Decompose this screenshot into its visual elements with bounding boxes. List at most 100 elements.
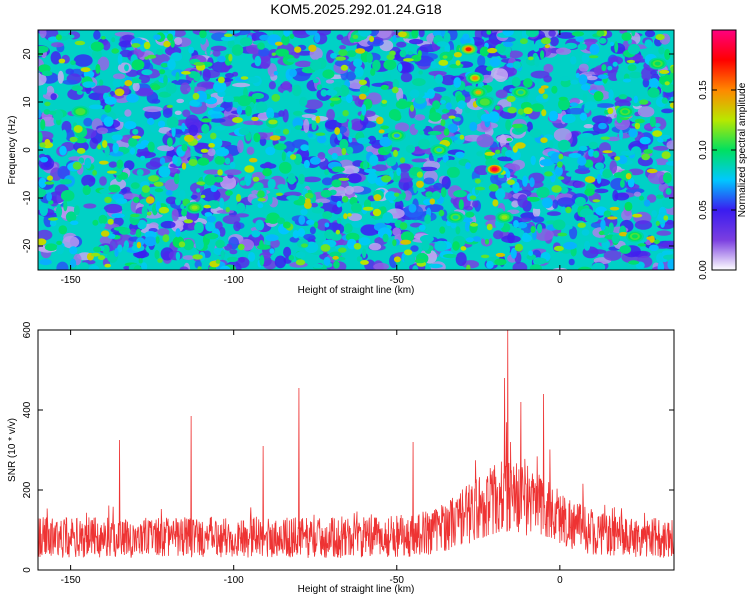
heatmap-cell: [445, 102, 452, 110]
heatmap-cell: [269, 111, 275, 119]
snr-y-tick-label: 0: [22, 567, 33, 573]
heatmap-cell: [287, 173, 296, 185]
heatmap-cell: [80, 67, 91, 73]
heatmap-cell: [141, 185, 150, 193]
heatmap-cell: [104, 96, 117, 105]
heatmap-cell: [519, 217, 532, 223]
heatmap-cell: [216, 55, 226, 63]
heatmap-cell: [318, 202, 324, 207]
heatmap-cell: [412, 78, 426, 87]
heatmap-cell: [73, 205, 80, 216]
heatmap-cell: [459, 134, 465, 140]
heatmap-cell: [360, 260, 369, 265]
heatmap-cell: [299, 96, 308, 107]
heatmap-cell: [581, 229, 590, 236]
heatmap-cell: [59, 179, 72, 185]
heatmap-cell: [514, 142, 526, 149]
heatmap-cell: [157, 258, 163, 263]
heatmap-cell: [380, 84, 389, 90]
heatmap-cell: [637, 243, 647, 247]
heatmap-cell: [117, 244, 123, 253]
heatmap-cell: [148, 222, 159, 229]
heatmap-cell: [644, 30, 656, 38]
heatmap-cell: [38, 238, 47, 246]
heatmap-cell: [670, 66, 674, 74]
snr-y-tick-label: 400: [22, 401, 33, 418]
heatmap-cell: [512, 61, 521, 69]
heatmap-cell: [322, 69, 335, 79]
heatmap-cell: [382, 73, 392, 80]
heatmap-cell: [295, 259, 306, 266]
heatmap-cell: [312, 263, 324, 269]
heatmap-cell: [180, 82, 191, 95]
heatmap-cell: [432, 100, 441, 110]
heatmap-cell: [465, 162, 471, 170]
heatmap-cell: [145, 196, 155, 204]
heatmap-cell: [119, 49, 133, 58]
heatmap-cell: [255, 219, 265, 231]
figure-title: KOM5.2025.292.01.24.G18: [270, 1, 441, 17]
heatmap-cell: [274, 41, 283, 46]
heatmap-cell: [214, 155, 226, 165]
heatmap-cell: [333, 260, 340, 269]
heatmap-cell: [530, 70, 550, 79]
heatmap-cell: [165, 196, 178, 205]
heatmap-cell: [548, 30, 556, 37]
heatmap-cell: [200, 118, 212, 123]
heatmap-cell: [111, 213, 125, 219]
heatmap-cell: [414, 122, 426, 131]
heatmap-cell: [475, 178, 481, 184]
heatmap-cell: [304, 108, 318, 114]
heatmap-cell: [582, 93, 588, 102]
heatmap-cell: [540, 85, 549, 89]
heatmap-cell: [130, 182, 140, 190]
snr-y-label: SNR (10 * v/v): [7, 418, 18, 482]
heatmap-cell: [397, 163, 411, 173]
heatmap-cell: [38, 131, 43, 143]
heatmap-cell: [254, 55, 262, 67]
heatmap-cell: [526, 121, 533, 133]
heatmap-cell: [229, 161, 236, 169]
heatmap-cell: [210, 118, 226, 123]
heatmap-cell: [418, 138, 431, 150]
heatmap-cell: [511, 123, 523, 129]
heatmap-cell: [68, 156, 83, 161]
heatmap-cell: [311, 207, 325, 214]
heatmap-cell: [181, 71, 191, 75]
heatmap-cell: [184, 134, 194, 143]
heatmap-cell: [506, 95, 516, 103]
snr-panel: -150 -100 -50 0 0 200 400 600 Height of straig…: [7, 321, 675, 595]
heatmap-cell: [527, 196, 540, 202]
heatmap-cell: [300, 144, 309, 152]
heatmap-cell: [614, 156, 621, 161]
heatmap-cell: [605, 116, 613, 124]
heatmap-cell: [261, 127, 274, 133]
heatmap-cell: [336, 34, 344, 41]
heatmap-cell: [497, 156, 515, 162]
heatmap-cell: [603, 250, 622, 261]
heatmap-cell: [69, 136, 78, 143]
heatmap-cell: [443, 128, 450, 136]
heatmap-cell: [90, 41, 104, 52]
heatmap-cell: [369, 36, 375, 42]
heatmap-cell: [251, 116, 259, 121]
heatmap-hotspot: [517, 90, 524, 95]
heatmap-cell: [271, 93, 281, 102]
snr-y-tick-label: 200: [22, 481, 33, 498]
heatmap-cell: [337, 132, 343, 141]
heatmap-cell: [275, 128, 281, 134]
colorbar-tick-label: 0.15: [698, 80, 709, 100]
heatmap-cell: [573, 181, 586, 188]
heatmap-cell: [656, 194, 664, 199]
heatmap-cell: [594, 162, 605, 170]
heatmap-cell: [122, 34, 135, 41]
heatmap-cell: [397, 31, 407, 38]
heatmap-cell: [433, 182, 444, 190]
heatmap-cell: [600, 136, 610, 140]
heatmap-cell: [167, 33, 174, 42]
heatmap-cell: [141, 69, 153, 76]
heatmap-cell: [142, 58, 151, 70]
heatmap-cell: [315, 198, 331, 204]
heatmap-cell: [637, 106, 655, 118]
